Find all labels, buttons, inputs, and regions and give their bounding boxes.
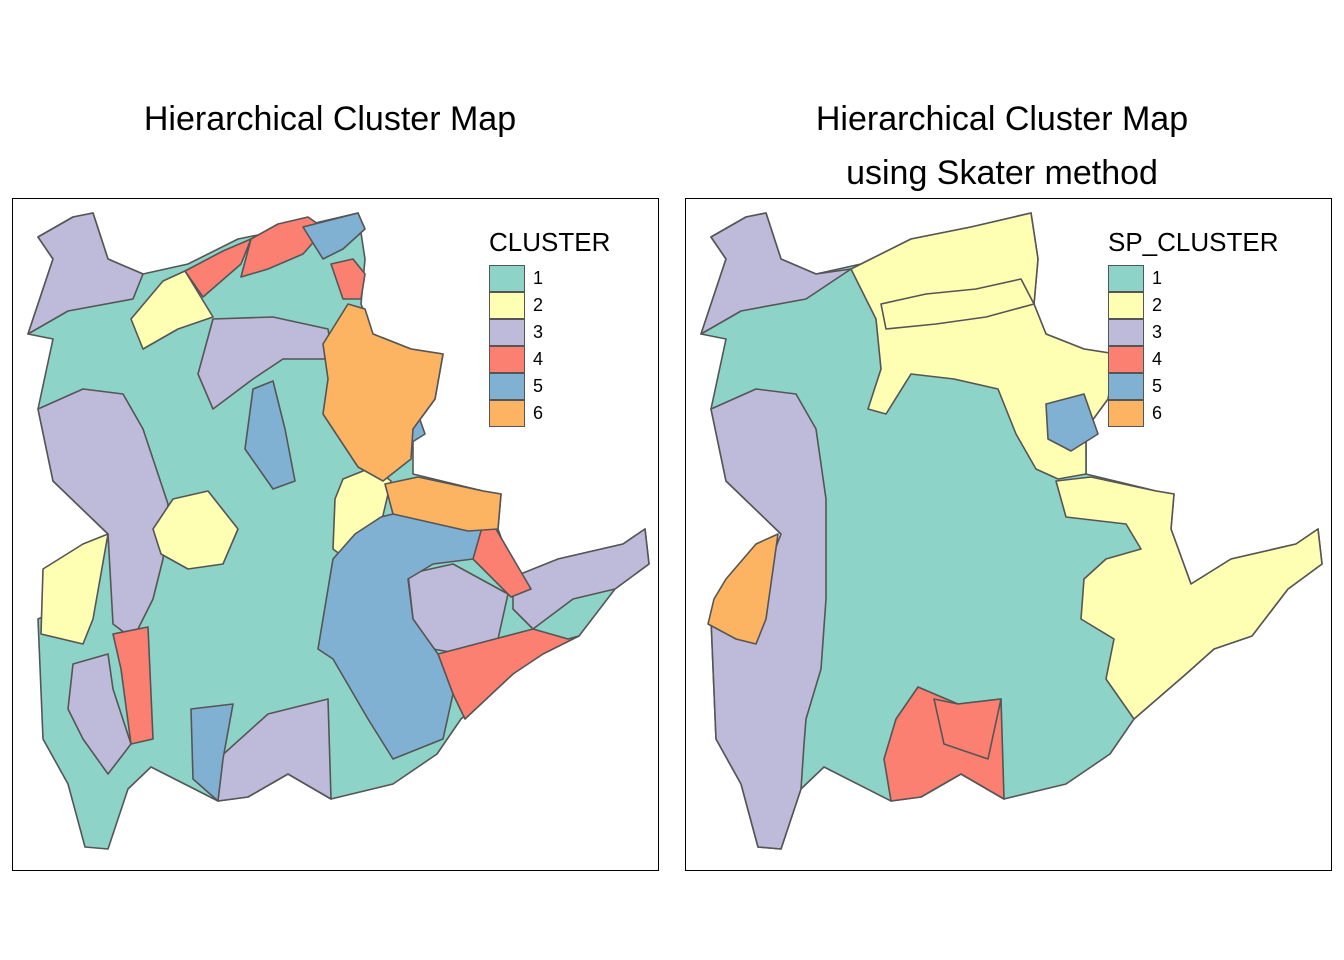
right-map-canvas: [700, 212, 1323, 850]
left-legend-swatch: [489, 319, 525, 346]
left-region-west-purple: [37, 388, 169, 640]
left-map-legend: CLUSTER 1 2 3 4 5 6: [489, 227, 610, 427]
left-legend-label: 1: [533, 268, 544, 288]
left-legend-label: 6: [533, 403, 544, 423]
right-legend-item: 2: [1108, 292, 1279, 319]
left-legend-label: 4: [533, 349, 544, 369]
left-map-canvas: [27, 212, 650, 850]
left-legend-swatch: [489, 346, 525, 373]
left-region-se-blue: [317, 513, 484, 760]
right-legend-item: 5: [1108, 373, 1279, 400]
left-map-title: Hierarchical Cluster Map: [40, 92, 620, 146]
right-legend-label: 1: [1152, 268, 1163, 288]
right-region-nw-purple: [700, 212, 852, 335]
right-legend-label: 4: [1152, 349, 1163, 369]
left-region-west-yellow: [40, 533, 109, 645]
right-legend-title: SP_CLUSTER: [1108, 227, 1279, 257]
left-region-south-purple: [217, 698, 332, 802]
left-region-center-purple: [197, 316, 334, 410]
left-legend-label: 5: [533, 376, 544, 396]
left-region-nw-purple: [27, 212, 144, 335]
right-legend-swatch: [1108, 373, 1144, 400]
left-region-se-red: [437, 628, 580, 720]
left-region-center-yellow: [152, 490, 239, 570]
left-legend-swatch: [489, 400, 525, 427]
left-map-title-line-1: Hierarchical Cluster Map: [143, 100, 517, 138]
left-legend-item: 3: [489, 319, 610, 346]
right-legend-swatch: [1108, 400, 1144, 427]
left-legend-item: 4: [489, 346, 610, 373]
right-legend-label: 5: [1152, 376, 1163, 396]
left-legend-items: 1 2 3 4 5 6: [489, 265, 610, 427]
right-legend-label: 3: [1152, 322, 1163, 342]
right-map-panel: SP_CLUSTER 1 2 3 4 5 6: [685, 198, 1332, 871]
right-legend-item: 1: [1108, 265, 1279, 292]
right-region-west-orange: [707, 533, 779, 645]
right-map-title-line-2: using Skater method: [846, 154, 1158, 192]
right-legend-label: 2: [1152, 295, 1163, 315]
left-region-ne-red: [330, 258, 366, 300]
right-legend-item: 4: [1108, 346, 1279, 373]
left-region-west-red: [112, 626, 154, 745]
right-region-east-yellow: [1055, 476, 1323, 720]
left-legend-label: 3: [533, 322, 544, 342]
right-map-legend: SP_CLUSTER 1 2 3 4 5 6: [1108, 227, 1279, 427]
left-region-east-orange: [384, 476, 502, 532]
left-legend-item: 6: [489, 400, 610, 427]
right-legend-swatch: [1108, 292, 1144, 319]
left-legend-swatch: [489, 265, 525, 292]
left-region-center-blue: [244, 380, 296, 490]
right-legend-label: 6: [1152, 403, 1163, 423]
right-region-south-red-inner: [933, 698, 1002, 760]
right-map-title-line-1: Hierarchical Cluster Map: [815, 100, 1189, 138]
left-region-east-purple-b: [512, 528, 650, 630]
right-region-north-yellow-b: [880, 278, 1035, 330]
left-region-south-blue: [190, 703, 234, 802]
left-map-panel: CLUSTER 1 2 3 4 5 6: [12, 198, 659, 871]
left-legend-label: 2: [533, 295, 544, 315]
left-region-ne-blue: [302, 212, 366, 260]
right-region-east-blue: [1045, 393, 1099, 452]
left-legend-item: 5: [489, 373, 610, 400]
right-legend-item: 6: [1108, 400, 1279, 427]
left-legend-swatch: [489, 373, 525, 400]
right-legend-items: 1 2 3 4 5 6: [1108, 265, 1279, 427]
right-legend-swatch: [1108, 346, 1144, 373]
left-region-north-yellow: [130, 270, 214, 350]
left-legend-swatch: [489, 292, 525, 319]
right-map-title: Hierarchical Cluster Map using Skater me…: [712, 92, 1292, 200]
left-region-north-red-a: [184, 238, 252, 298]
left-region-sw-purple: [67, 653, 132, 775]
left-legend-item: 2: [489, 292, 610, 319]
left-legend-item: 1: [489, 265, 610, 292]
right-legend-swatch: [1108, 319, 1144, 346]
left-region-ne-orange: [322, 303, 444, 482]
left-legend-title: CLUSTER: [489, 227, 611, 257]
right-legend-swatch: [1108, 265, 1144, 292]
right-legend-item: 3: [1108, 319, 1279, 346]
